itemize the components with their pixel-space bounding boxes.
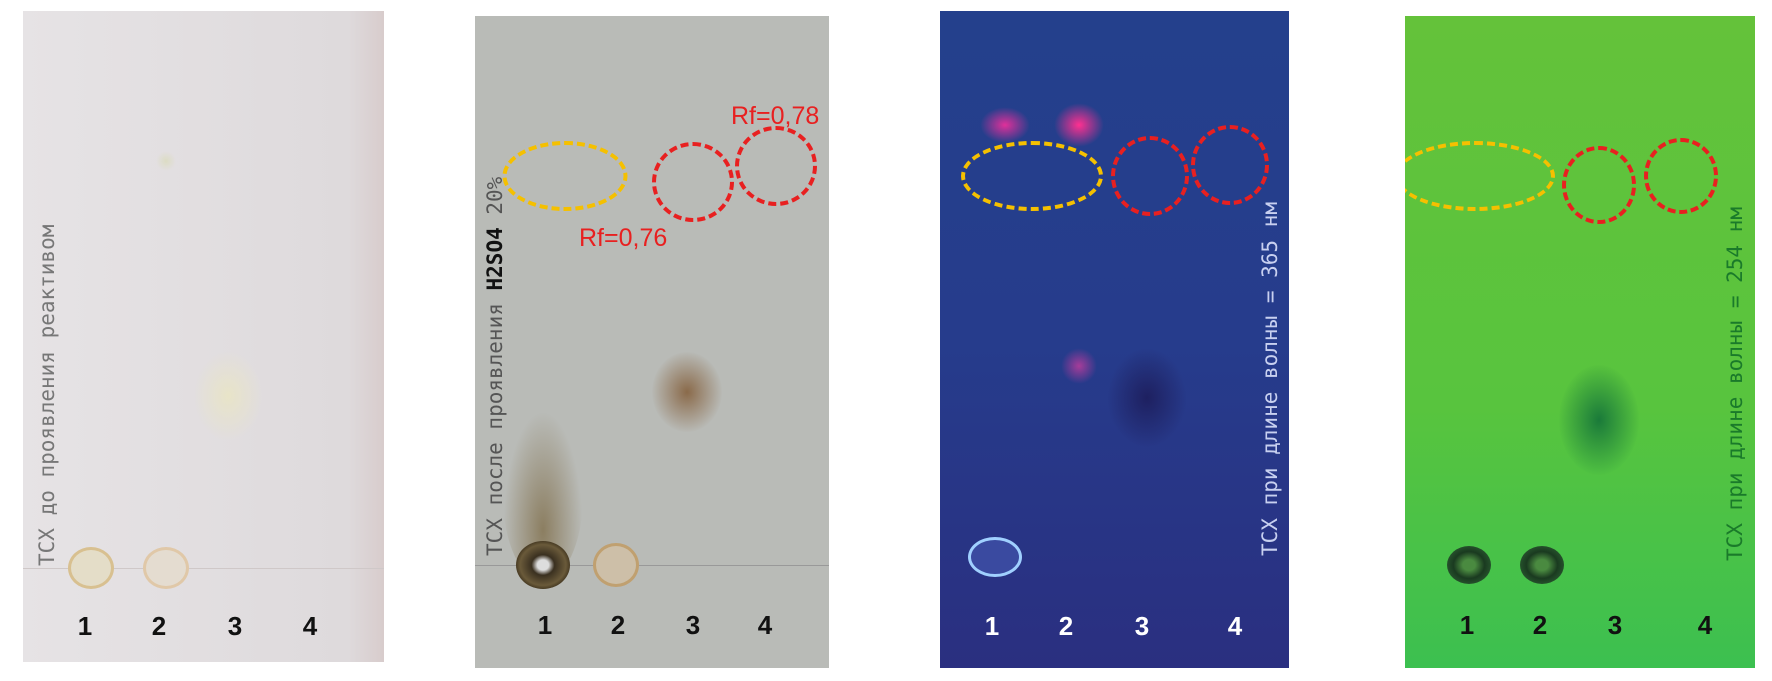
pink-spot-lane-1 xyxy=(980,107,1030,143)
lane-label: 1 xyxy=(537,610,553,640)
lane-label: 3 xyxy=(1134,611,1150,641)
plate-caption: ТСХ до проявления реактивом xyxy=(35,224,59,566)
spot-lane-2 xyxy=(593,543,639,587)
tlc-plate-365nm: ТСХ при длине волны = 365 нм 1 2 3 4 xyxy=(940,11,1289,668)
spot-lane-1 xyxy=(1447,546,1491,584)
lane-label: 3 xyxy=(1607,610,1623,640)
highlight-circle-red xyxy=(1191,125,1269,205)
plate-caption: ТСХ при длине волны = 365 нм xyxy=(1258,201,1282,556)
spot-lane-3 xyxy=(1559,365,1639,475)
lane-label: 1 xyxy=(77,611,93,641)
tlc-plate-h2so4: Rf=0,78 Rf=0,76 ТСХ после проявления H2S… xyxy=(475,16,829,668)
lane-label: 2 xyxy=(1058,611,1074,641)
pink-spot-lane-2 xyxy=(1054,103,1104,147)
spot-top-lane-2 xyxy=(156,151,176,171)
lane-label: 4 xyxy=(1227,611,1243,641)
plate-caption: ТСХ при длине волны = 254 нм xyxy=(1723,206,1747,561)
rf-label: Rf=0,76 xyxy=(579,224,668,252)
lane-label: 1 xyxy=(1459,610,1475,640)
pink-spot-lane-2-mid xyxy=(1061,348,1097,384)
highlight-circle-red xyxy=(735,126,817,206)
highlight-circle-red xyxy=(652,142,734,222)
plate-caption: ТСХ после проявления H2SO4 20% xyxy=(483,176,507,556)
tlc-plate-before-staining: ТСХ до проявления реактивом 1 2 3 4 xyxy=(23,11,384,662)
tlc-plate-254nm: ТСХ при длине волны = 254 нм 1 2 3 4 xyxy=(1405,16,1755,668)
lane-label: 4 xyxy=(1697,610,1713,640)
lane-label: 2 xyxy=(151,611,167,641)
spot-lane-1 xyxy=(516,541,570,589)
spot-lane-1 xyxy=(68,547,114,589)
spot-lane-3 xyxy=(193,351,263,441)
highlight-circle-red xyxy=(1562,146,1636,224)
highlight-ellipse-yellow xyxy=(502,141,628,211)
highlight-ellipse-yellow xyxy=(1405,141,1555,211)
lane-label: 3 xyxy=(227,611,243,641)
lane-label: 3 xyxy=(685,610,701,640)
highlight-circle-red xyxy=(1111,136,1189,216)
spot-lane-1 xyxy=(968,537,1022,577)
spot-lane-3 xyxy=(1107,348,1187,448)
spot-lane-3 xyxy=(652,352,722,432)
spot-lane-2 xyxy=(143,547,189,589)
lane-label: 2 xyxy=(1532,610,1548,640)
highlight-circle-red xyxy=(1644,138,1718,214)
rf-label: Rf=0,78 xyxy=(731,102,820,130)
lane-label: 4 xyxy=(302,611,318,641)
lane-label: 1 xyxy=(984,611,1000,641)
lane-label: 4 xyxy=(757,610,773,640)
highlight-ellipse-yellow xyxy=(961,141,1103,211)
spot-lane-2 xyxy=(1520,546,1564,584)
lane-label: 2 xyxy=(610,610,626,640)
